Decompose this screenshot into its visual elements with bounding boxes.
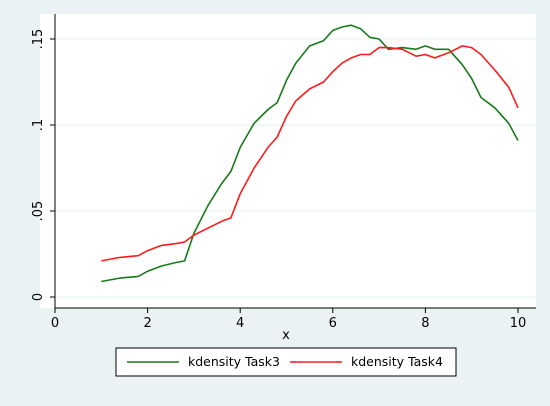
legend: kdensity Task3 kdensity Task4 (115, 347, 457, 377)
x-tick-label: 2 (143, 316, 151, 331)
x-axis-label: x (282, 328, 290, 343)
x-tick-label: 4 (236, 316, 244, 331)
y-tick-label: .05 (31, 201, 46, 222)
plot-area (40, 14, 536, 308)
x-tick-label: 0 (51, 316, 59, 331)
y-tick-label: 0 (31, 293, 46, 301)
legend-label-2: kdensity Task4 (351, 354, 443, 369)
x-axis-ticks: 0 2 4 6 8 10 (51, 308, 526, 331)
series-lines (101, 24, 519, 283)
y-axis-ticks: 0 .05 .1 .15 (31, 29, 55, 301)
series-line-1 (101, 24, 519, 283)
series-line-2 (101, 45, 519, 262)
y-tick-label: .15 (31, 29, 46, 50)
x-tick-label: 8 (421, 316, 429, 331)
x-tick-label: 6 (329, 316, 337, 331)
x-tick-label: 10 (510, 316, 527, 331)
y-tick-label: .1 (31, 119, 46, 131)
legend-items: kdensity Task3 kdensity Task4 (127, 354, 443, 369)
legend-label-1: kdensity Task3 (188, 354, 280, 369)
grid-lines (56, 38, 536, 298)
